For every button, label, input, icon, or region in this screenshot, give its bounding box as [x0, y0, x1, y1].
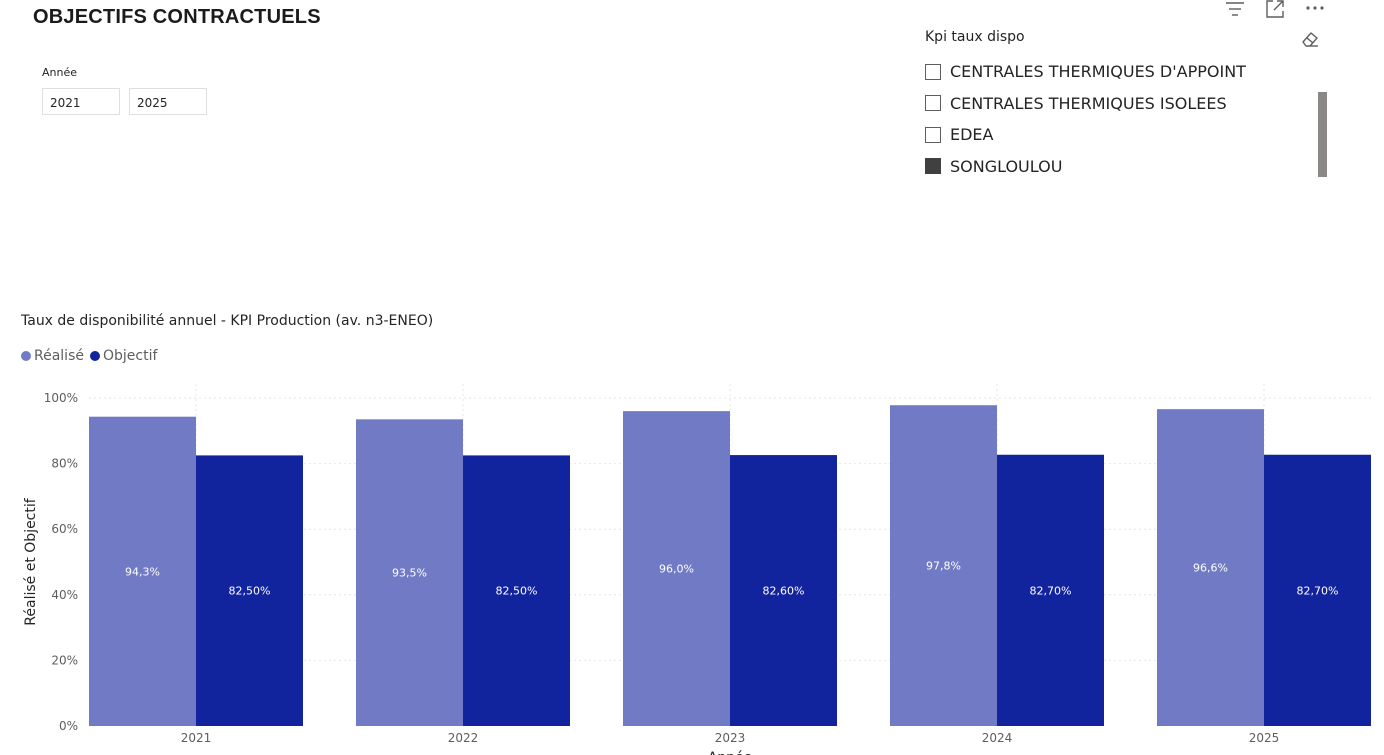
data-label: 97,8% — [926, 560, 961, 573]
kpi-item[interactable]: SONGLOULOU — [925, 151, 1246, 183]
legend-item-realise[interactable]: Réalisé — [21, 348, 84, 364]
data-label: 82,50% — [229, 585, 271, 598]
kpi-item-label: EDEA — [950, 125, 994, 145]
bar-objectif — [463, 455, 570, 726]
filter-icon[interactable] — [1225, 0, 1245, 18]
legend-item-objectif[interactable]: Objectif — [89, 348, 158, 364]
year-to-input[interactable]: 2025 — [129, 88, 207, 115]
legend-label-objectif: Objectif — [102, 348, 158, 364]
checkbox-icon[interactable] — [925, 95, 941, 112]
kpi-item[interactable]: EDEA — [925, 119, 1246, 151]
bar-objectif — [1264, 454, 1371, 726]
x-tick-label: 2025 — [1249, 731, 1280, 745]
bar-ralis — [356, 419, 463, 726]
data-label: 82,50% — [496, 585, 538, 598]
data-label: 96,6% — [1193, 562, 1228, 575]
y-tick-label: 100% — [44, 391, 78, 405]
kpi-item-label: CENTRALES THERMIQUES D'APPOINT — [950, 62, 1246, 82]
more-options-icon[interactable] — [1305, 0, 1325, 18]
kpi-slicer-list: CENTRALES THERMIQUES D'APPOINT CENTRALES… — [925, 56, 1246, 182]
checkbox-icon[interactable] — [925, 63, 941, 80]
data-label: 82,70% — [1030, 584, 1072, 597]
data-label: 82,70% — [1297, 584, 1339, 597]
data-label: 94,3% — [125, 565, 160, 578]
checkbox-icon[interactable] — [925, 158, 941, 175]
bar-ralis — [1157, 409, 1264, 726]
bar-ralis — [89, 416, 196, 726]
eraser-icon[interactable] — [1300, 29, 1320, 49]
year-slicer-label: Année — [42, 66, 78, 79]
x-tick-label: 2022 — [448, 731, 479, 745]
legend-label-realise: Réalisé — [34, 348, 84, 364]
x-tick-label: 2021 — [181, 731, 212, 745]
bar-objectif — [730, 455, 837, 726]
kpi-item[interactable]: CENTRALES THERMIQUES D'APPOINT — [925, 56, 1246, 88]
x-tick-label: 2023 — [715, 731, 746, 745]
data-label: 96,0% — [659, 563, 694, 576]
y-tick-label: 20% — [51, 653, 78, 667]
x-tick-label: 2024 — [982, 731, 1013, 745]
y-tick-label: 0% — [59, 719, 78, 733]
bar-ralis — [623, 411, 730, 726]
bar-ralis — [890, 405, 997, 726]
kpi-item-label: SONGLOULOU — [950, 156, 1063, 176]
data-label: 93,5% — [392, 567, 427, 580]
page-title: OBJECTIFS CONTRACTUELS — [33, 6, 321, 28]
focus-mode-icon[interactable] — [1265, 0, 1285, 18]
kpi-item[interactable]: CENTRALES THERMIQUES ISOLEES — [925, 88, 1246, 120]
y-tick-label: 80% — [51, 457, 78, 471]
y-tick-label: 60% — [51, 522, 78, 536]
bar-objectif — [997, 454, 1104, 726]
chart-title: Taux de disponibilité annuel - KPI Produ… — [21, 313, 434, 329]
checkbox-icon[interactable] — [925, 126, 941, 143]
bar-objectif — [196, 455, 303, 726]
year-from-input[interactable]: 2021 — [42, 88, 120, 115]
kpi-slicer-scrollbar[interactable] — [1318, 92, 1327, 177]
bar-chart: 0% 20% 40% 60% 80% 100% 94,3% 93,5% 96,0% 97,8% 96… — [23, 384, 1372, 755]
y-tick-label: 40% — [51, 588, 78, 602]
kpi-item-label: CENTRALES THERMIQUES ISOLEES — [950, 93, 1227, 113]
kpi-slicer-title: Kpi taux dispo — [925, 29, 1025, 45]
x-axis-title: Année — [708, 750, 753, 755]
y-axis-title: Réalisé et Objectif — [23, 497, 39, 625]
data-label: 82,60% — [763, 585, 805, 598]
legend-marker-realise — [21, 351, 31, 361]
legend-marker-objectif — [89, 351, 100, 361]
chart-legend: Réalisé Objectif — [21, 348, 163, 364]
